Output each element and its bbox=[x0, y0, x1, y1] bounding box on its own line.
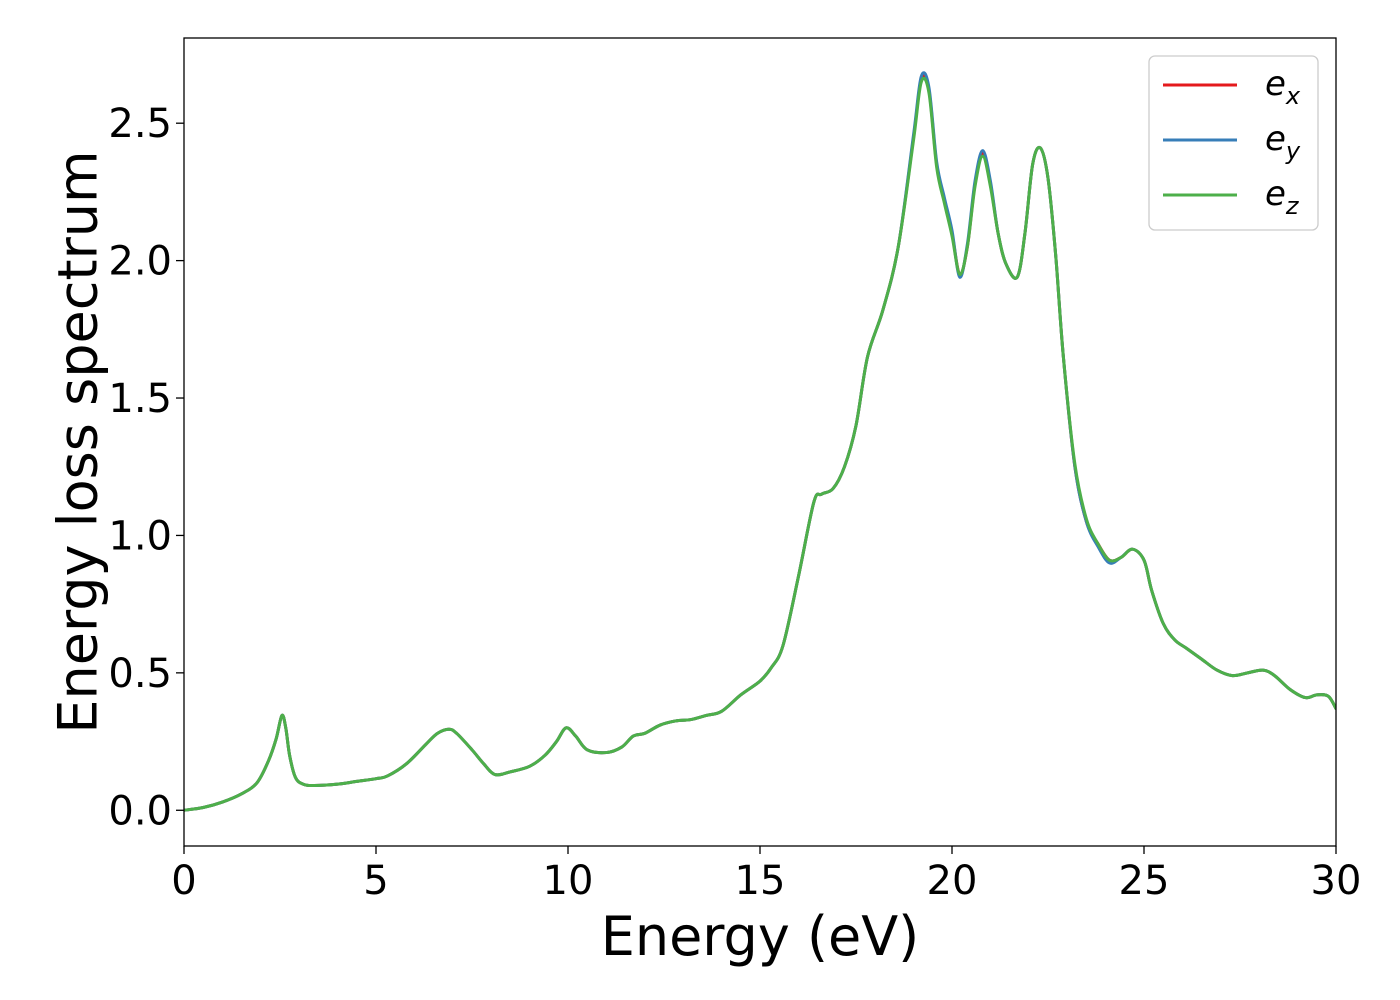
x-axis-title: Energy (eV) bbox=[601, 905, 920, 968]
y-tick-label: 1.0 bbox=[108, 513, 172, 559]
x-tick-label: 25 bbox=[1119, 858, 1170, 904]
legend-label-z: ez bbox=[1265, 174, 1300, 220]
y-tick-label: 0.5 bbox=[108, 651, 172, 697]
legend-box bbox=[1148, 55, 1319, 231]
x-tick-label: 0 bbox=[171, 858, 196, 904]
x-tick-label: 30 bbox=[1311, 858, 1362, 904]
y-tick-label: 2.5 bbox=[108, 101, 172, 147]
legend-label-y: ey bbox=[1265, 119, 1301, 165]
x-tick-label: 5 bbox=[363, 858, 388, 904]
legend-label-x: ex bbox=[1265, 64, 1301, 110]
x-tick-label: 10 bbox=[543, 858, 594, 904]
x-tick-label: 15 bbox=[735, 858, 786, 904]
series-layer bbox=[184, 71, 1336, 812]
series-line-z bbox=[184, 76, 1336, 812]
y-tick-label: 0.0 bbox=[108, 788, 172, 834]
y-tick-label: 2.0 bbox=[108, 239, 172, 285]
legend: ex ey ez bbox=[1148, 55, 1319, 231]
y-axis-title: Energy loss spectrum bbox=[47, 150, 110, 733]
x-tick-label: 20 bbox=[927, 858, 978, 904]
y-tick-label: 1.5 bbox=[108, 376, 172, 422]
ticks-layer: 0 5 10 15 20 25 30 0.0 0.5 1.0 1.5 2.0 2.5 bbox=[108, 101, 1361, 904]
